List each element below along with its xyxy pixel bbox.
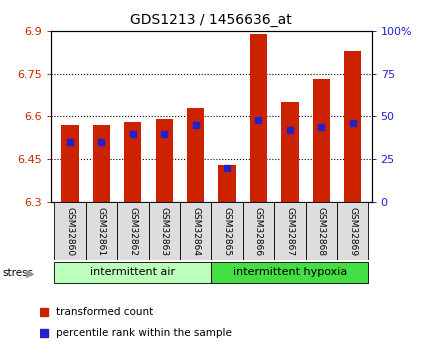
Bar [250,34,267,202]
Text: GSM32865: GSM32865 [222,207,231,256]
Bar [306,202,337,260]
Text: intermittent air: intermittent air [90,267,175,277]
Bar [93,125,110,202]
Text: GSM32864: GSM32864 [191,207,200,256]
Text: GSM32861: GSM32861 [97,207,106,256]
Text: GSM32869: GSM32869 [348,207,357,256]
Bar [218,165,236,202]
Text: stress: stress [2,268,33,278]
Bar [86,202,117,260]
Text: GSM32860: GSM32860 [65,207,74,256]
Bar [281,102,299,202]
Bar [124,122,142,202]
Text: ▶: ▶ [26,268,34,278]
Bar [117,202,149,260]
Text: percentile rank within the sample: percentile rank within the sample [56,328,231,337]
Bar [180,202,211,260]
Text: intermittent hypoxia: intermittent hypoxia [233,267,347,277]
Bar [54,262,211,284]
Bar [156,119,173,202]
Bar [344,51,361,202]
Bar [54,202,86,260]
Bar [337,202,368,260]
Text: transformed count: transformed count [56,307,153,317]
Bar [274,202,306,260]
Text: GSM32867: GSM32867 [285,207,295,256]
Title: GDS1213 / 1456636_at: GDS1213 / 1456636_at [130,13,292,27]
Text: GSM32862: GSM32862 [128,207,138,256]
Text: GSM32866: GSM32866 [254,207,263,256]
Bar [211,262,368,284]
Bar [187,108,204,202]
Bar [243,202,274,260]
Bar [313,79,330,202]
Bar [211,202,243,260]
Text: GSM32863: GSM32863 [160,207,169,256]
Bar [149,202,180,260]
Bar [61,125,79,202]
Text: GSM32868: GSM32868 [317,207,326,256]
